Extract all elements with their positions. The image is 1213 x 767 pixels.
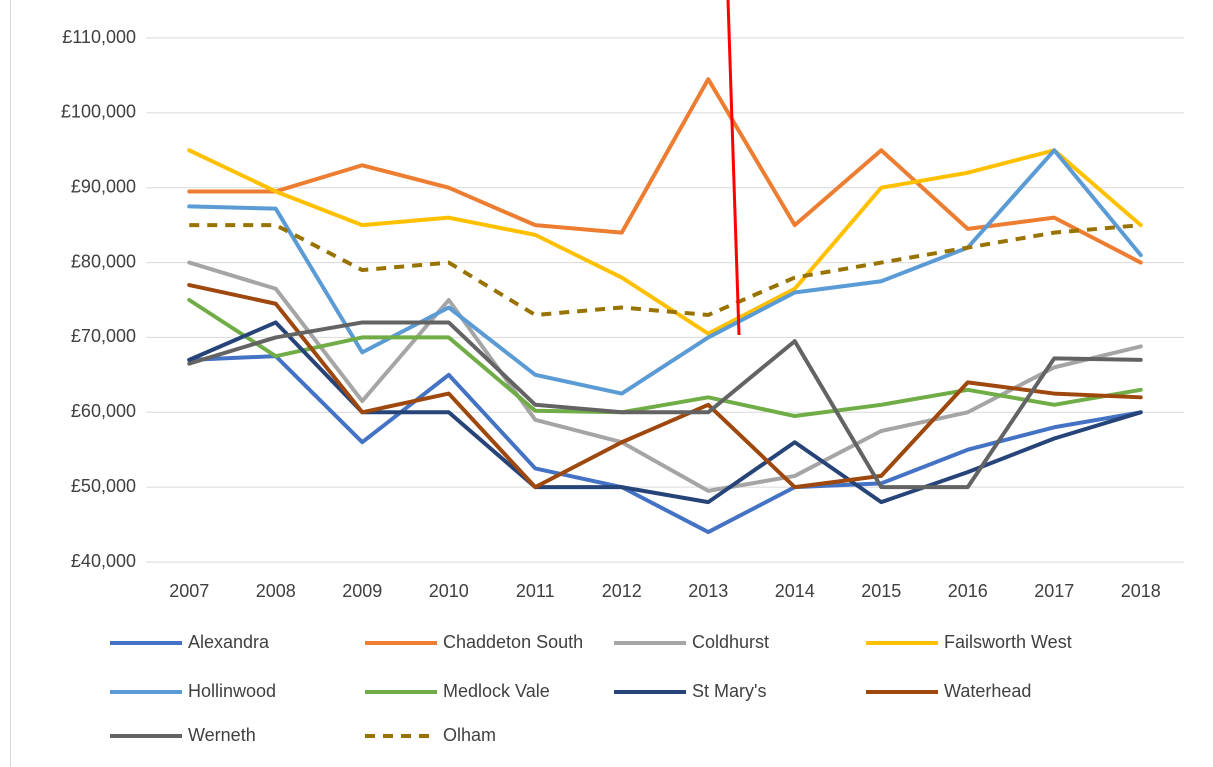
- y-tick-label: £70,000: [71, 326, 136, 346]
- y-tick-label: £100,000: [61, 102, 136, 122]
- series-line: [187, 320, 1143, 490]
- series-line: [187, 148, 1143, 336]
- legend-label: Waterhead: [944, 681, 1031, 701]
- legend-label: Alexandra: [188, 632, 270, 652]
- x-tick-label: 2008: [256, 581, 296, 601]
- legend-item: Werneth: [110, 725, 256, 745]
- y-tick-label: £50,000: [71, 476, 136, 496]
- x-tick-label: 2018: [1121, 581, 1161, 601]
- legend-item: St Mary's: [614, 681, 766, 701]
- x-tick-label: 2012: [602, 581, 642, 601]
- legend-label: St Mary's: [692, 681, 766, 701]
- series-line: [187, 77, 1143, 265]
- series-line: [189, 223, 1141, 317]
- legend-item: Waterhead: [866, 681, 1031, 701]
- legend-label: Chaddeton South: [443, 632, 583, 652]
- chart-border: [10, 0, 11, 767]
- legend-item: Hollinwood: [110, 681, 276, 701]
- legend-item: Medlock Vale: [365, 681, 550, 701]
- legend-label: Hollinwood: [188, 681, 276, 701]
- legend-item: Olham: [365, 725, 496, 745]
- legend-item: Alexandra: [110, 632, 270, 652]
- legend-item: Coldhurst: [614, 632, 769, 652]
- legend-item: Failsworth West: [866, 632, 1072, 652]
- series-line: [187, 298, 1143, 419]
- legend-label: Medlock Vale: [443, 681, 550, 701]
- y-tick-label: £60,000: [71, 401, 136, 421]
- plot-area: £40,000 £50,000 £60,000 £70,000 £80,000 £90,0…: [61, 27, 1184, 601]
- y-tick-label: £90,000: [71, 176, 136, 196]
- series-line: [187, 260, 1143, 493]
- legend-label: Coldhurst: [692, 632, 769, 652]
- x-tick-label: 2011: [516, 581, 555, 601]
- legend-label: Olham: [443, 725, 496, 745]
- x-tick-label: 2016: [948, 581, 988, 601]
- x-tick-label: 2013: [688, 581, 728, 601]
- x-tick-label: 2015: [861, 581, 901, 601]
- legend-label: Failsworth West: [944, 632, 1072, 652]
- x-tick-label: 2009: [342, 581, 382, 601]
- series-line: [187, 354, 1143, 535]
- y-tick-label: £80,000: [71, 251, 136, 271]
- legend-item: Chaddeton South: [365, 632, 583, 652]
- x-tick-label: 2017: [1034, 581, 1074, 601]
- x-tick-label: 2007: [169, 581, 209, 601]
- series-line: [187, 283, 1143, 490]
- x-tick-label: 2014: [775, 581, 815, 601]
- y-tick-label: £110,000: [62, 27, 136, 47]
- series-line: [187, 148, 1143, 396]
- x-tick-label: 2010: [429, 581, 469, 601]
- y-tick-label: £40,000: [71, 551, 136, 571]
- legend-label: Werneth: [188, 725, 256, 745]
- annotation-line: [726, 0, 741, 336]
